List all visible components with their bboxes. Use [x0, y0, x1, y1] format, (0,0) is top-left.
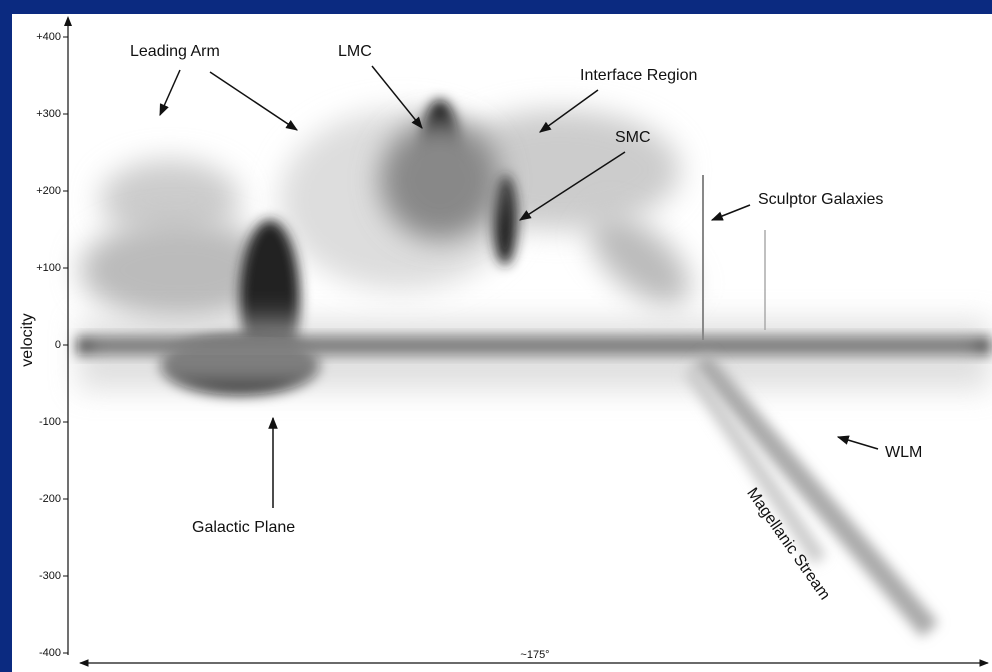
y-axis-label: velocity [19, 313, 36, 366]
y-tick-label: -300 [39, 570, 61, 582]
y-tick-label: -200 [39, 493, 61, 505]
annotation-arrows [159, 65, 879, 508]
y-tick-label: +300 [36, 108, 61, 120]
y-tick-label: +100 [36, 262, 61, 274]
annotation: SMC [615, 129, 651, 146]
annotation: Interface Region [580, 67, 697, 84]
y-tick-label: -100 [39, 416, 61, 428]
x-span-label: ~175° [520, 649, 549, 661]
y-axis-arrow [64, 16, 72, 26]
emission-map [78, 100, 990, 638]
y-tick-label: 0 [55, 339, 61, 351]
y-tick-label: -400 [39, 647, 61, 659]
annotation: WLM [885, 444, 922, 461]
annotation: LMC [338, 43, 372, 60]
y-tick-label: +400 [36, 31, 61, 43]
annotation: Galactic Plane [192, 519, 295, 536]
annotation: Leading Arm [130, 43, 220, 60]
annotation: Sculptor Galaxies [758, 191, 883, 208]
y-tick-label: +200 [36, 185, 61, 197]
